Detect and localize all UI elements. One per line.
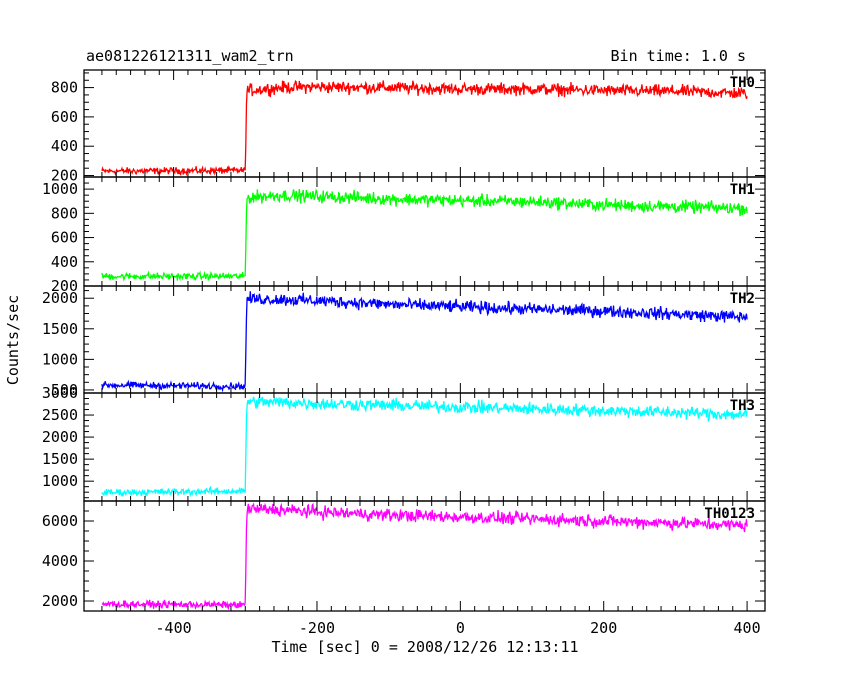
panel-label-th0123: TH0123 [704, 506, 755, 522]
x-tick-label: 0 [456, 619, 465, 637]
panel-label-th1: TH1 [730, 182, 755, 198]
panel-frame [83, 69, 766, 178]
y-tick-label: 4000 [42, 552, 78, 570]
panel-label-th2: TH2 [730, 291, 755, 307]
y-tick-label: 2500 [42, 406, 78, 424]
panel-th2: 500 1000 1500 2000 TH2 [42, 285, 766, 399]
x-axis-label: Time [sec] 0 = 2008/12/26 12:13:11 [271, 638, 578, 656]
panel-th1: 200 400 600 800 1000 TH1 [42, 176, 766, 295]
y-tick-label: 500 [51, 381, 78, 399]
panel-frame [83, 500, 766, 612]
y-tick-label: 2000 [42, 428, 78, 446]
y-tick-label: 1500 [42, 320, 78, 338]
y-tick-label: 3000 [42, 384, 78, 402]
y-tick-label: 600 [51, 229, 78, 247]
y-tick-label: 1000 [42, 472, 78, 490]
x-tick-label: -400 [156, 619, 192, 637]
y-tick-label: 6000 [42, 512, 78, 530]
x-tick-label: 400 [734, 619, 761, 637]
panel-label-th3: TH3 [730, 398, 755, 414]
y-tick-label: 1000 [42, 180, 78, 198]
panel-frame [83, 176, 766, 287]
panel-label-th0: TH0 [730, 75, 755, 91]
series-th1-line [101, 188, 748, 282]
series-th0123-line [101, 502, 748, 611]
y-tick-label: 600 [51, 108, 78, 126]
y-tick-label: 200 [51, 167, 78, 185]
series-th3-line [101, 396, 748, 498]
series-th0-line [101, 80, 748, 177]
y-tick-label: 2000 [42, 592, 78, 610]
x-tick-label: -200 [299, 619, 335, 637]
y-tick-label: 800 [51, 204, 78, 222]
panel-th3: 1000 1500 2000 2500 3000 TH3 [42, 384, 766, 502]
chart-title: ae081226121311_wam2_trn [86, 47, 294, 65]
y-tick-label: 2000 [42, 289, 78, 307]
bin-time-label: Bin time: 1.0 s [611, 47, 746, 65]
x-axis: -400 -200 0 200 400 [156, 619, 761, 637]
y-tick-label: 800 [51, 79, 78, 97]
y-tick-label: 200 [51, 277, 78, 295]
y-tick-label: 1500 [42, 450, 78, 468]
y-tick-label: 1000 [42, 350, 78, 368]
series-th2-line [101, 291, 748, 393]
panel-th0123: 2000 4000 6000 TH0123 [42, 500, 766, 612]
y-tick-label: 400 [51, 253, 78, 271]
x-tick-label: 200 [590, 619, 617, 637]
panel-th0: 200 400 600 800 TH0 [51, 69, 766, 185]
y-tick-label: 400 [51, 137, 78, 155]
y-axis-label: Counts/sec [4, 295, 22, 385]
